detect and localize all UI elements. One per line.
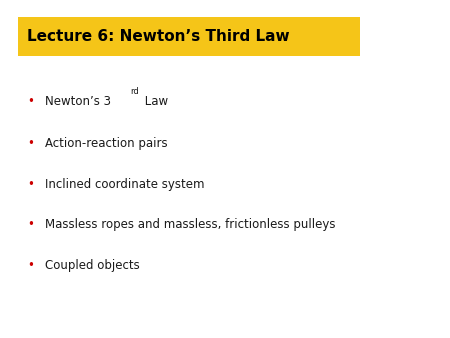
Text: rd: rd [130, 88, 139, 96]
Text: Coupled objects: Coupled objects [45, 259, 140, 272]
Text: •: • [27, 218, 34, 231]
Text: Action-reaction pairs: Action-reaction pairs [45, 137, 167, 150]
FancyBboxPatch shape [18, 17, 360, 56]
Text: •: • [27, 95, 34, 108]
Text: Lecture 6: Newton’s Third Law: Lecture 6: Newton’s Third Law [27, 29, 290, 44]
Text: Inclined coordinate system: Inclined coordinate system [45, 178, 204, 191]
Text: Law: Law [141, 95, 169, 108]
Text: •: • [27, 137, 34, 150]
Text: •: • [27, 178, 34, 191]
Text: •: • [27, 259, 34, 272]
Text: Massless ropes and massless, frictionless pulleys: Massless ropes and massless, frictionles… [45, 218, 336, 231]
Text: Newton’s 3: Newton’s 3 [45, 95, 111, 108]
